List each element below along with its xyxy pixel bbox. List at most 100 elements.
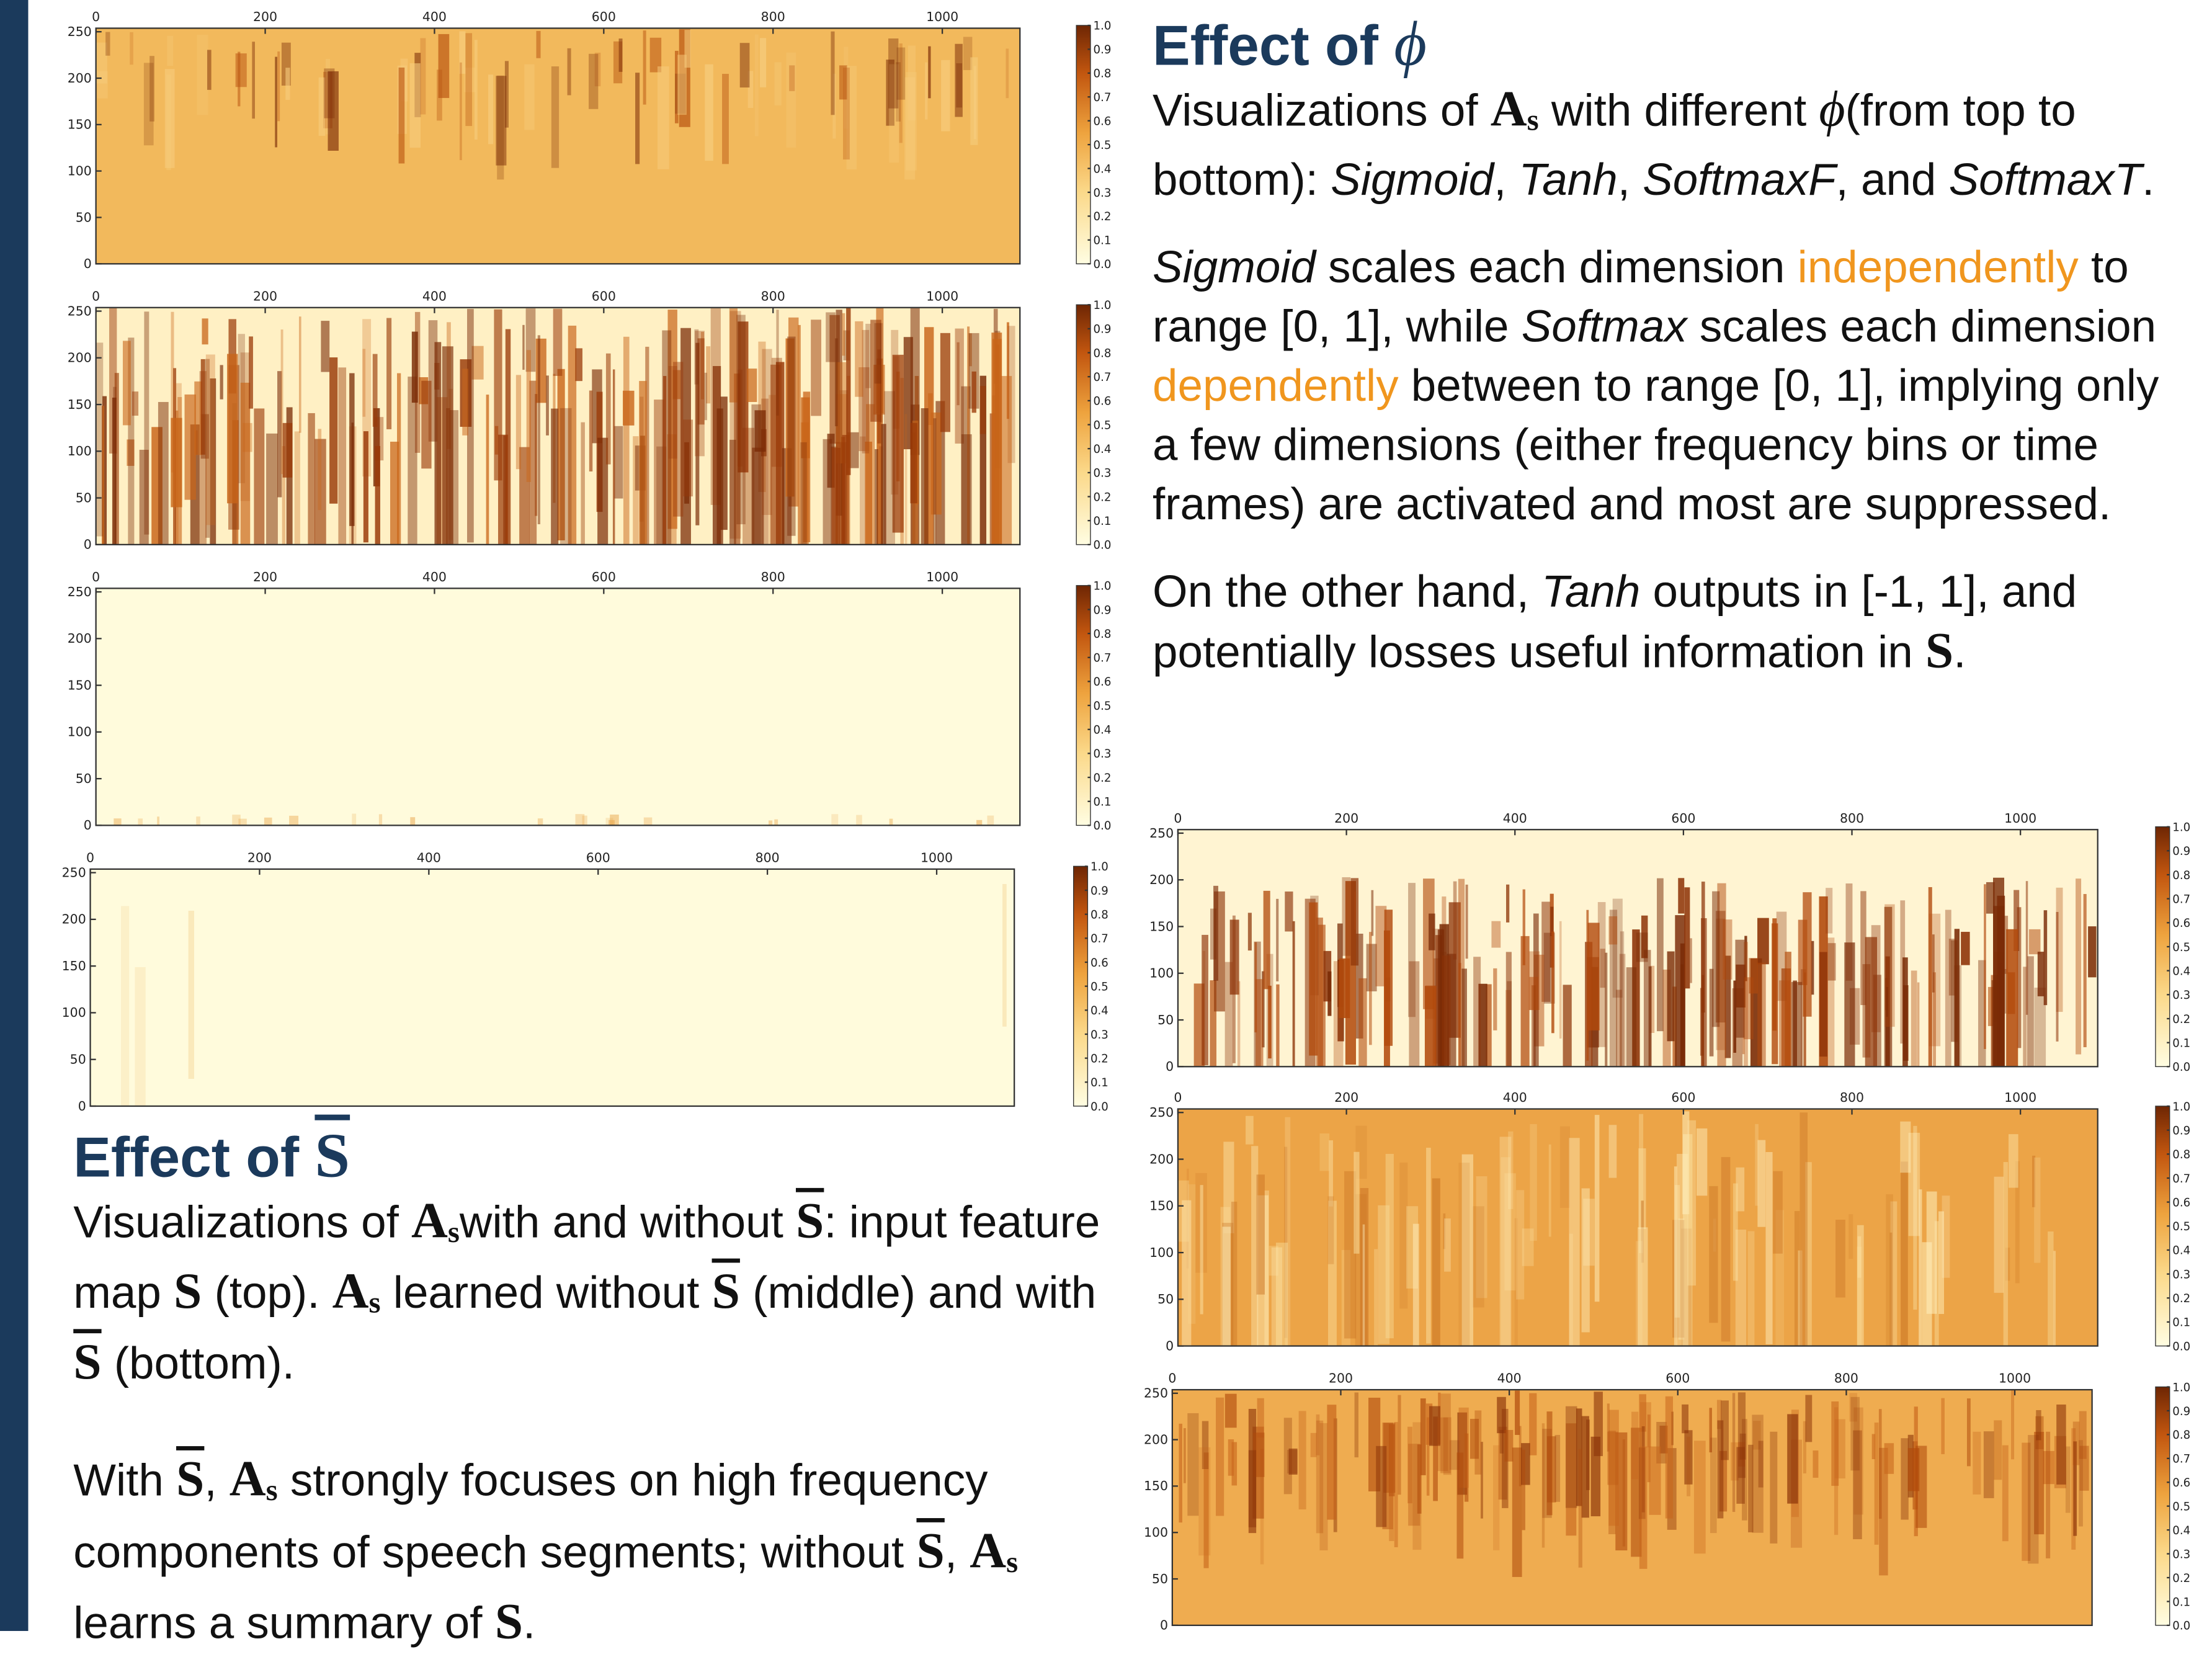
heatmap-stripe xyxy=(1472,1206,1484,1308)
heatmap-stripe xyxy=(1735,1230,1747,1346)
heatmap-stripe xyxy=(1350,878,1359,966)
heatmap-stripe xyxy=(1569,1138,1580,1346)
heatmap-stripe xyxy=(2056,1404,2066,1485)
heatmap-stripe xyxy=(325,58,330,135)
heatmap-stripe xyxy=(1559,921,1562,1039)
x-tick-label: 400 xyxy=(417,851,441,865)
italic-run: Sigmoid xyxy=(1153,241,1316,293)
heatmap-stripe xyxy=(184,394,196,500)
heatmap-stripe xyxy=(519,447,530,545)
heatmap-stripe xyxy=(976,820,983,826)
heatmap-stripe xyxy=(1620,931,1625,1067)
heatmap-stripe xyxy=(285,68,290,100)
section-heading: Effect of ϕ xyxy=(1153,11,2190,79)
heatmap-stripe xyxy=(205,354,215,525)
heatmap-stripe xyxy=(1878,1409,1882,1519)
text-run: : input feature map xyxy=(73,1196,1100,1318)
heatmap-stripe xyxy=(1406,1206,1419,1289)
heatmap-stripe xyxy=(836,310,842,516)
colorbar-label: 1.0 xyxy=(2172,1381,2190,1394)
heatmap-stripe xyxy=(372,354,378,427)
heatmap-stripe xyxy=(1775,1210,1785,1346)
heatmap-stripe xyxy=(1928,887,1932,1067)
heatmap-stripe xyxy=(1929,913,1941,1047)
math-symbol: S xyxy=(796,1192,824,1249)
heatmap-stripe xyxy=(1515,1390,1520,1435)
heatmap-stripe xyxy=(1327,1405,1337,1520)
colorbar-label: 0.6 xyxy=(1094,395,1112,408)
heatmap-stripe xyxy=(1187,1413,1199,1516)
heatmap-stripe xyxy=(1437,1417,1448,1472)
heatmap-stripe xyxy=(352,813,357,826)
heatmap-stripe xyxy=(1188,1184,1196,1324)
heatmap-stripe xyxy=(1429,913,1435,950)
heatmap-stripe xyxy=(1408,883,1416,1017)
y-tick-label: 200 xyxy=(1149,1151,1174,1166)
text-run: (top). xyxy=(202,1267,332,1318)
heatmap-stripe xyxy=(1458,878,1465,1067)
heatmap-stripe xyxy=(1612,898,1623,998)
heatmap-stripe xyxy=(1257,1398,1264,1438)
heatmap-stripe xyxy=(1638,1148,1646,1230)
heatmap-stripe xyxy=(1186,1168,1189,1269)
heatmap-stripe xyxy=(1590,1436,1601,1517)
heatmap-stripe xyxy=(832,73,836,139)
heatmap-stripe xyxy=(865,323,872,388)
heatmap-stripe xyxy=(1857,1236,1862,1278)
heatmap-stripe xyxy=(957,342,960,406)
heatmap-stripe xyxy=(969,333,972,367)
heatmap-stripe xyxy=(1369,932,1372,1045)
colorbar-label: 0.0 xyxy=(1094,539,1112,552)
x-tick-label: 0 xyxy=(92,570,100,584)
colorbar-label: 0.4 xyxy=(1094,443,1112,456)
colorbar-label: 0.8 xyxy=(2172,1148,2190,1161)
math-base: S xyxy=(176,1450,205,1508)
heatmap-stripe xyxy=(1879,1447,1888,1576)
x-tick-label: 1000 xyxy=(926,288,958,303)
x-tick-label: 800 xyxy=(761,9,785,24)
heatmap-stripe xyxy=(166,74,171,171)
heatmap-stripe xyxy=(826,312,836,362)
heatmap-stripe xyxy=(904,414,908,545)
heatmap-stripe xyxy=(1339,958,1350,1019)
heatmap-stripe xyxy=(1615,1432,1628,1551)
heatmap-stripe xyxy=(2056,887,2063,1012)
heatmap-stripe xyxy=(1710,1437,1717,1534)
x-tick-label: 400 xyxy=(422,570,447,584)
heatmap-stripe xyxy=(243,422,252,452)
colorbar-label: 0.2 xyxy=(1094,772,1112,785)
heatmap-stripe xyxy=(746,369,757,402)
x-tick-label: 400 xyxy=(1497,1371,1522,1386)
y-tick-label: 150 xyxy=(1149,1199,1174,1213)
heatmap-stripe xyxy=(1256,1174,1265,1295)
heatmap-stripe xyxy=(1223,1142,1234,1233)
heatmap-stripe xyxy=(1202,934,1208,1066)
heatmap-stripe xyxy=(1682,1111,1690,1215)
text-run: , xyxy=(204,1455,230,1506)
heatmap-stripe xyxy=(1179,1423,1183,1523)
heatmap-stripe xyxy=(1442,955,1451,1065)
heatmap-stripe xyxy=(1984,884,1986,1049)
colorbar-label: 1.0 xyxy=(1094,299,1112,312)
heatmap-stripe xyxy=(1502,1408,1509,1508)
heatmap-stripe xyxy=(238,818,247,826)
heatmap-stripe xyxy=(1371,890,1374,936)
colorbar-label: 0.9 xyxy=(1094,604,1112,617)
section-heading: Effect of S xyxy=(73,1123,1124,1191)
heatmap-stripe xyxy=(582,815,587,826)
colorbar-label: 0.7 xyxy=(1090,932,1108,945)
heatmap-stripe xyxy=(1376,1445,1387,1527)
heatmap-stripe xyxy=(560,408,572,545)
paragraph: Visualizations of As with different ϕ(fr… xyxy=(1153,79,2190,209)
heatmap-stripe xyxy=(1546,1436,1556,1503)
x-tick-label: 1000 xyxy=(921,851,953,865)
heatmap-stripe xyxy=(1826,937,1835,1067)
text-run: learns a summary of xyxy=(73,1597,495,1648)
y-tick-label: 100 xyxy=(1144,1525,1168,1540)
text-run: between to range [0, 1], implying only a… xyxy=(1153,360,2159,530)
colorbar-label: 0.0 xyxy=(1094,258,1112,271)
heatmap-stripe xyxy=(970,57,978,145)
x-tick-label: 600 xyxy=(592,288,616,303)
heatmap-stripe xyxy=(1639,1446,1648,1569)
heatmap-stripe xyxy=(1319,1423,1328,1551)
